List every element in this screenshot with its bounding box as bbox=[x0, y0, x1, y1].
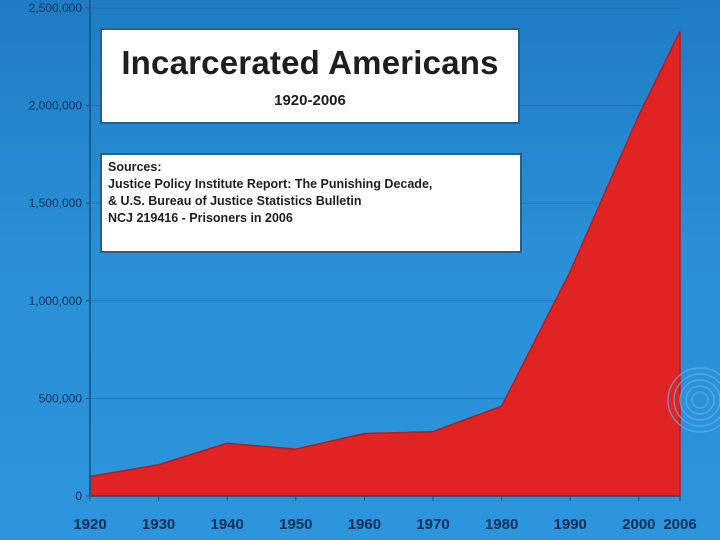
decorative-swirl-icon bbox=[667, 367, 720, 433]
y-tick-label: 0 bbox=[75, 489, 82, 503]
area-series bbox=[89, 31, 681, 497]
y-tick-label: 2,500,000 bbox=[29, 1, 83, 15]
chart-subtitle: 1920-2006 bbox=[274, 92, 346, 109]
x-tick-label: 1960 bbox=[348, 516, 381, 533]
x-tick-label: 1930 bbox=[142, 516, 175, 533]
x-tick-label: 1980 bbox=[485, 516, 518, 533]
chart-title: Incarcerated Americans bbox=[121, 44, 499, 81]
y-tick-label: 1,500,000 bbox=[29, 196, 83, 210]
x-tick-label: 1970 bbox=[416, 516, 449, 533]
sources-line: NCJ 219416 - Prisoners in 2006 bbox=[108, 211, 293, 225]
sources-box: Sources: Justice Policy Institute Report… bbox=[100, 153, 522, 253]
x-tick-label: 1920 bbox=[73, 516, 106, 533]
x-tick-label: 1940 bbox=[211, 516, 244, 533]
axes bbox=[89, 0, 680, 497]
sources-line: & U.S. Bureau of Justice Statistics Bull… bbox=[108, 194, 362, 208]
y-axis-ticks: 0 500,000 1,000,000 1,500,000 2,000,000 2,500… bbox=[29, 1, 90, 503]
x-axis-ticks: 1920 1930 1940 1950 1960 1970 1980 1990 2000 2006 bbox=[73, 496, 697, 533]
y-tick-label: 1,000,000 bbox=[29, 294, 83, 308]
x-tick-label: 2006 bbox=[663, 516, 696, 533]
x-tick-label: 2000 bbox=[622, 516, 655, 533]
x-tick-label: 1950 bbox=[279, 516, 312, 533]
chart-title-box: Incarcerated Americans 1920-2006 bbox=[100, 28, 520, 124]
x-tick-label: 1990 bbox=[554, 516, 587, 533]
y-tick-label: 500,000 bbox=[39, 391, 83, 405]
y-tick-label: 2,000,000 bbox=[29, 99, 83, 113]
sources-heading: Sources: bbox=[108, 160, 162, 174]
sources-line: Justice Policy Institute Report: The Pun… bbox=[108, 177, 433, 191]
